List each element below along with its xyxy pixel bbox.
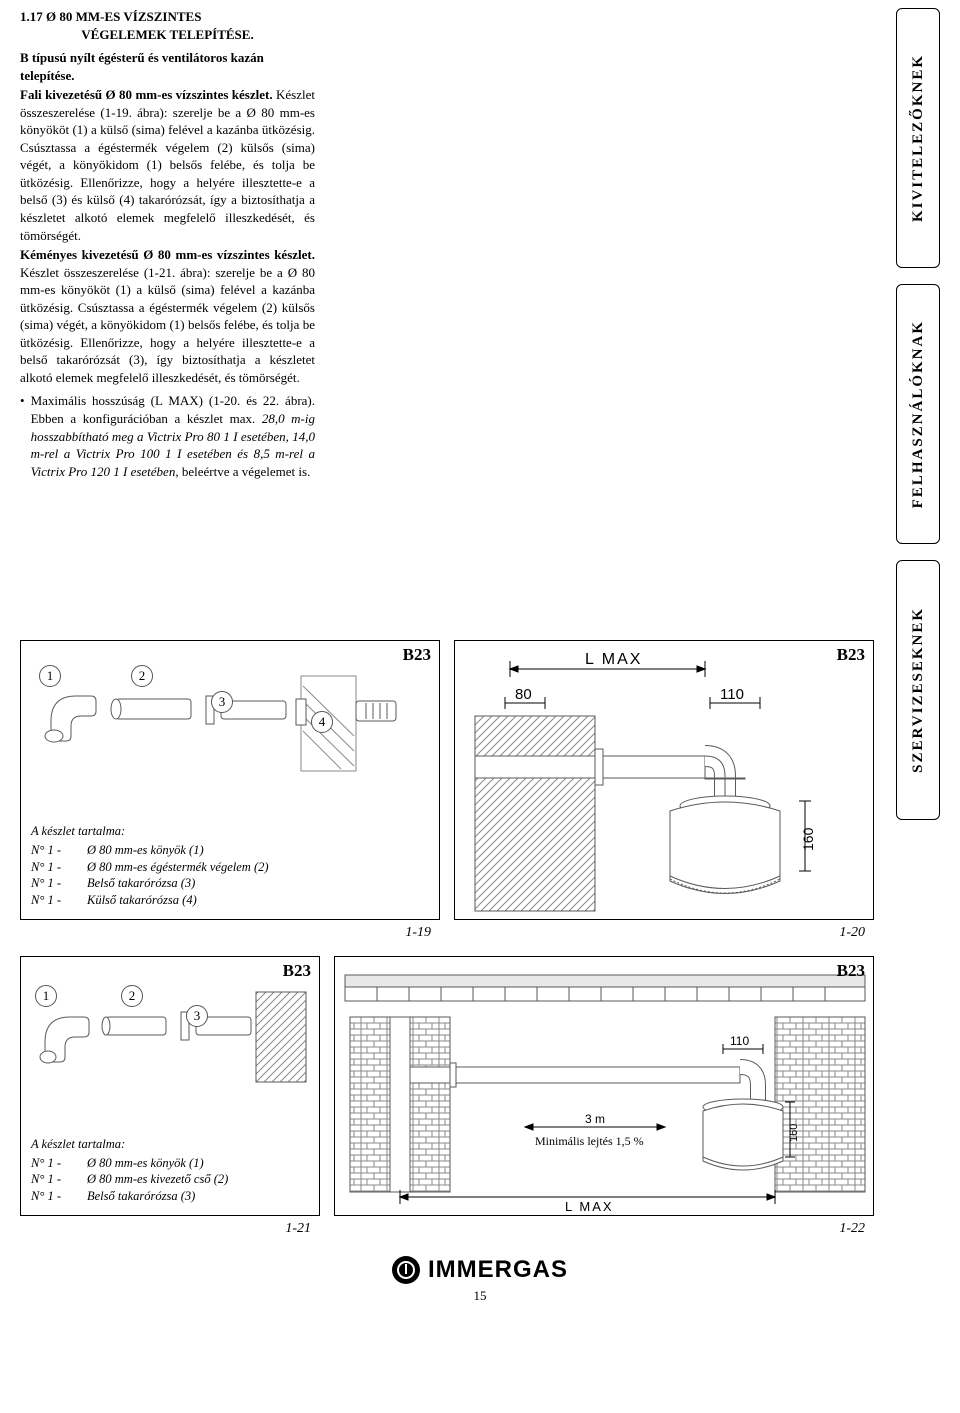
kit-b-n0: N° 1 -	[31, 1155, 81, 1172]
kit-b-d1: Ø 80 mm-es kivezető cső (2)	[87, 1171, 228, 1188]
bullet-dot: •	[20, 392, 25, 480]
para-chimney-kit: Kéményes kivezetésű Ø 80 mm-es vízszinte…	[20, 246, 315, 386]
brand-logo: IMMERGAS	[392, 1256, 568, 1284]
kit-a-n3: N° 1 -	[31, 892, 81, 909]
bullet-tail: , beleértve a végelemet is.	[175, 464, 310, 479]
label-b23-21: B23	[283, 961, 311, 981]
kit-b-header: A készlet tartalma:	[31, 1136, 228, 1153]
kit-list-a: A készlet tartalma: N° 1 - Ø 80 mm-es kön…	[31, 823, 269, 909]
fig-1-20: 1-20	[839, 925, 865, 941]
fig-1-22: 1-22	[839, 1221, 865, 1237]
section-title: 1.17 Ø 80 MM-ES VÍZSZINTES VÉGELEMEK TEL…	[20, 8, 315, 43]
bullet-text: Maximális hosszúság (L MAX) (1-20. és 22…	[31, 392, 315, 480]
para-wall-kit-bold: Fali kivezetésű Ø 80 mm-es vízszintes ké…	[20, 87, 273, 102]
panel-1-19: B23 1 2 3 4	[20, 640, 440, 920]
min-slope: Minimális lejtés 1,5 %	[535, 1134, 644, 1148]
tab-users[interactable]: FELHASZNÁLÓKNAK	[896, 284, 940, 544]
tab-installers[interactable]: KIVITELEZŐKNEK	[896, 8, 940, 268]
kit-b-n2: N° 1 -	[31, 1188, 81, 1205]
para-wall-kit: Fali kivezetésű Ø 80 mm-es vízszintes ké…	[20, 86, 315, 244]
label-b23-19: B23	[403, 645, 431, 665]
brand-badge-icon	[392, 1256, 420, 1284]
fig-1-19: 1-19	[405, 925, 431, 941]
kit-a-d3: Külső takarórózsa (4)	[87, 892, 269, 909]
label-b23-20: B23	[837, 645, 865, 665]
dim-110b: 110	[730, 1034, 749, 1048]
para-wall-kit-body: Készlet összeszerelése (1-19. ábra): sze…	[20, 87, 315, 242]
dim-160b: 160	[788, 1124, 800, 1142]
para-chimney-kit-body: Készlet összeszerelése (1-21. ábra): sze…	[20, 265, 315, 385]
tab-users-label: FELHASZNÁLÓKNAK	[910, 320, 927, 508]
kit-a-d0: Ø 80 mm-es könyök (1)	[87, 842, 269, 859]
sketch-1-20: L MAX 80 110	[455, 641, 875, 921]
kit-a-d1: Ø 80 mm-es égéstermék végelem (2)	[87, 859, 269, 876]
label-b23-22: B23	[837, 961, 865, 981]
footer: IMMERGAS 15	[20, 1256, 940, 1304]
panel-1-22: B23	[334, 956, 874, 1216]
kit-b-d0: Ø 80 mm-es könyök (1)	[87, 1155, 228, 1172]
tab-installers-label: KIVITELEZŐKNEK	[910, 54, 927, 222]
page-number: 15	[20, 1288, 940, 1304]
brand-name: IMMERGAS	[428, 1256, 568, 1284]
para-chimney-kit-bold: Kéményes kivezetésű Ø 80 mm-es vízszinte…	[20, 247, 315, 262]
dim-110: 110	[720, 686, 744, 703]
tab-service-label: SZERVIZESEKNEK	[910, 607, 927, 773]
dim-160: 160	[800, 828, 816, 852]
panel-1-20: B23 L MAX 80 110	[454, 640, 874, 920]
kit-a-d2: Belső takarórózsa (3)	[87, 875, 269, 892]
kit-b-n1: N° 1 -	[31, 1171, 81, 1188]
dim-lmax-b: L MAX	[565, 1199, 614, 1214]
kit-list-b: A készlet tartalma: N° 1 - Ø 80 mm-es kön…	[31, 1136, 228, 1206]
section-title-l1: Ø 80 MM-ES VÍZSZINTES	[46, 9, 201, 24]
kit-a-header: A készlet tartalma:	[31, 823, 269, 840]
para-type-bold: B típusú nyílt égésterű és ventilátoros …	[20, 49, 315, 84]
bullet-lmax: • Maximális hosszúság (L MAX) (1-20. és …	[20, 392, 315, 480]
kit-a-n2: N° 1 -	[31, 875, 81, 892]
dim-80: 80	[515, 686, 532, 703]
text-column: 1.17 Ø 80 MM-ES VÍZSZINTES VÉGELEMEK TEL…	[20, 8, 315, 480]
dim-3m: 3 m	[585, 1112, 605, 1126]
panel-1-21: B23 1 2 3 A készlet tartalma: N° 1 -Ø 80…	[20, 956, 320, 1216]
dim-lmax: L MAX	[585, 651, 642, 668]
section-title-l2: VÉGELEMEK TELEPÍTÉSE.	[20, 26, 315, 44]
fig-1-21: 1-21	[285, 1221, 311, 1237]
sketch-1-22: 110 160 3 m Minimális lejtés 1,5 %	[335, 957, 875, 1217]
kit-a-n0: N° 1 -	[31, 842, 81, 859]
tab-service[interactable]: SZERVIZESEKNEK	[896, 560, 940, 820]
kit-b-d2: Belső takarórózsa (3)	[87, 1188, 228, 1205]
section-number: 1.17	[20, 9, 43, 24]
kit-a-n1: N° 1 -	[31, 859, 81, 876]
side-tabs: KIVITELEZŐKNEK FELHASZNÁLÓKNAK SZERVIZES…	[896, 8, 940, 820]
